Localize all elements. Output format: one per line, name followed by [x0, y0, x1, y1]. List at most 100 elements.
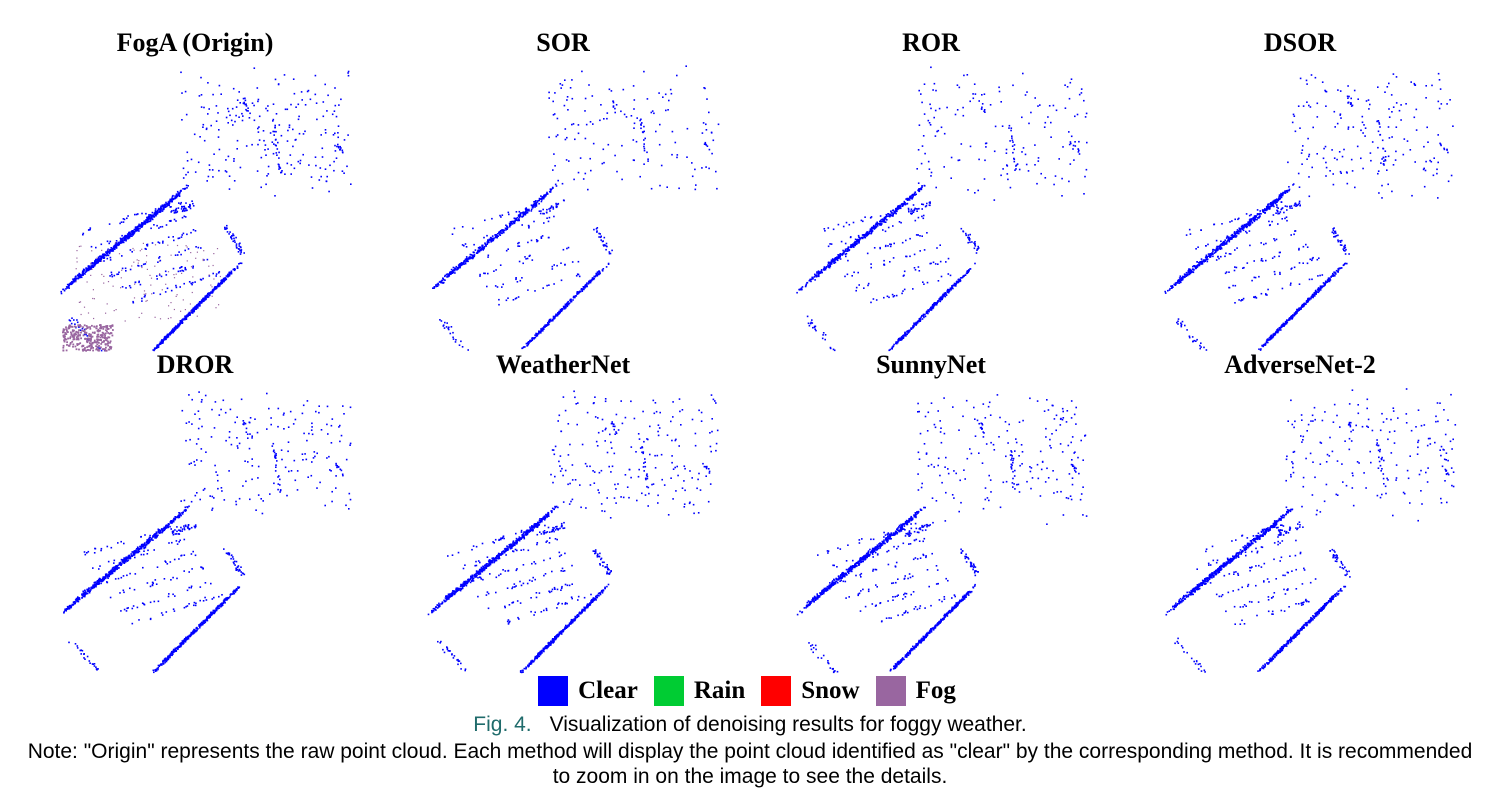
- lidar-point: [548, 318, 551, 321]
- lidar-point: [851, 243, 854, 245]
- lidar-point: [182, 232, 185, 235]
- lidar-point: [705, 166, 707, 168]
- lidar-point: [239, 262, 242, 264]
- lidar-point: [1231, 233, 1233, 236]
- fog-point: [80, 245, 82, 247]
- lidar-point: [217, 284, 220, 287]
- lidar-point: [967, 270, 970, 273]
- lidar-point: [183, 188, 186, 190]
- lidar-point: [586, 285, 588, 287]
- lidar-point: [456, 266, 458, 269]
- lidar-point: [542, 208, 544, 211]
- lidar-point: [549, 191, 552, 193]
- lidar-point: [153, 349, 155, 352]
- lidar-point: [274, 78, 277, 81]
- lidar-point: [1250, 218, 1253, 220]
- lidar-point: [909, 195, 911, 198]
- lidar-point: [880, 223, 882, 225]
- lidar-point: [510, 220, 513, 223]
- lidar-point: [274, 139, 277, 141]
- lidar-point: [503, 229, 506, 232]
- lidar-point: [925, 205, 928, 207]
- lidar-point: [1285, 320, 1288, 322]
- lidar-point: [443, 278, 445, 281]
- lidar-point: [218, 271, 221, 273]
- lidar-point: [901, 205, 904, 207]
- lidar-point: [1188, 272, 1191, 274]
- lidar-point: [525, 342, 528, 345]
- lidar-point: [1246, 226, 1248, 229]
- fog-point: [186, 246, 188, 248]
- fog-point: [121, 269, 123, 271]
- lidar-point: [200, 106, 203, 108]
- lidar-point: [893, 242, 895, 245]
- lidar-point: [158, 242, 161, 244]
- fog-point: [103, 340, 105, 343]
- lidar-point: [550, 318, 552, 321]
- lidar-point: [1198, 262, 1200, 264]
- lidar-point: [823, 266, 826, 268]
- lidar-point: [591, 279, 593, 281]
- lidar-point: [156, 212, 158, 215]
- lidar-point: [1314, 292, 1317, 295]
- lidar-point: [264, 149, 266, 151]
- lidar-point: [1205, 254, 1208, 257]
- fog-point: [132, 247, 134, 250]
- lidar-point: [159, 259, 162, 262]
- lidar-point: [855, 241, 857, 243]
- lidar-point: [601, 162, 604, 165]
- lidar-point: [288, 124, 291, 126]
- lidar-point: [868, 230, 870, 233]
- lidar-point: [150, 217, 152, 219]
- fog-point: [99, 324, 101, 327]
- lidar-point: [207, 296, 210, 298]
- lidar-point: [612, 105, 615, 107]
- lidar-point: [152, 215, 155, 217]
- lidar-point: [704, 141, 707, 144]
- lidar-point: [978, 158, 980, 161]
- lidar-point: [884, 230, 887, 233]
- lidar-point: [917, 189, 919, 192]
- lidar-point: [228, 271, 230, 274]
- lidar-point: [974, 93, 977, 95]
- lidar-point: [517, 215, 520, 217]
- lidar-point: [576, 293, 579, 295]
- lidar-point: [273, 143, 275, 145]
- lidar-point: [844, 275, 846, 278]
- lidar-point: [798, 288, 800, 291]
- lidar-point: [230, 236, 232, 238]
- fog-point: [91, 345, 93, 348]
- lidar-point: [126, 235, 128, 238]
- lidar-point: [325, 180, 328, 182]
- lidar-point: [552, 206, 554, 209]
- fog-point: [82, 345, 84, 347]
- lidar-point: [1005, 148, 1008, 151]
- lidar-point: [902, 290, 904, 292]
- lidar-point: [912, 288, 914, 290]
- lidar-point: [895, 208, 897, 210]
- lidar-point: [625, 116, 628, 118]
- lidar-point: [1068, 131, 1070, 133]
- lidar-point: [324, 168, 327, 170]
- lidar-point: [222, 280, 225, 283]
- lidar-point: [283, 74, 286, 76]
- lidar-point: [540, 330, 543, 332]
- lidar-point: [443, 327, 446, 329]
- lidar-point: [273, 134, 275, 136]
- lidar-point: [133, 231, 135, 234]
- fog-point: [167, 317, 169, 320]
- lidar-point: [968, 236, 970, 239]
- lidar-point: [141, 212, 143, 215]
- point-cloud-plot: [796, 66, 1088, 352]
- lidar-point: [981, 106, 983, 109]
- fog-point: [71, 340, 74, 343]
- lidar-point: [667, 109, 669, 111]
- lidar-point: [893, 343, 895, 346]
- fog-point: [107, 342, 110, 344]
- lidar-point: [587, 281, 590, 283]
- lidar-point: [1273, 205, 1275, 208]
- lidar-point: [967, 234, 970, 236]
- lidar-point: [178, 195, 181, 197]
- lidar-point: [527, 343, 529, 345]
- lidar-point: [550, 320, 553, 322]
